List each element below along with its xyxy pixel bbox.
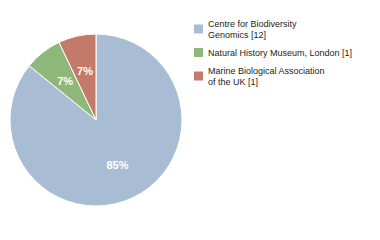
data-label: 85%	[106, 159, 128, 171]
chart: 85% 7% 7% Centre for BiodiversityGenomics […	[0, 0, 380, 240]
legend-item: Centre for BiodiversityGenomics [12]	[194, 19, 297, 40]
legend-label-line: Genomics [12]	[208, 30, 266, 40]
legend-swatch	[194, 72, 203, 81]
legend-label-line: of the UK [1]	[208, 77, 258, 87]
data-label: 7%	[57, 75, 73, 87]
legend-item: Natural History Museum, London [1]	[194, 48, 352, 58]
legend: Centre for BiodiversityGenomics [12] Natu…	[194, 19, 352, 87]
legend-label-line: Marine Biological Association	[208, 66, 325, 76]
legend-label: Centre for BiodiversityGenomics [12]	[208, 19, 297, 40]
legend-item: Marine Biological Associationof the UK […	[194, 66, 325, 87]
legend-label-line: Natural History Museum, London [1]	[208, 48, 352, 58]
data-label: 7%	[77, 65, 93, 77]
pie-slice	[10, 34, 182, 206]
pie: 85% 7% 7%	[10, 34, 182, 206]
legend-label: Natural History Museum, London [1]	[208, 48, 352, 58]
legend-label-line: Centre for Biodiversity	[208, 19, 297, 29]
legend-swatch	[194, 48, 203, 57]
legend-swatch	[194, 25, 203, 34]
legend-label: Marine Biological Associationof the UK […	[208, 66, 325, 87]
